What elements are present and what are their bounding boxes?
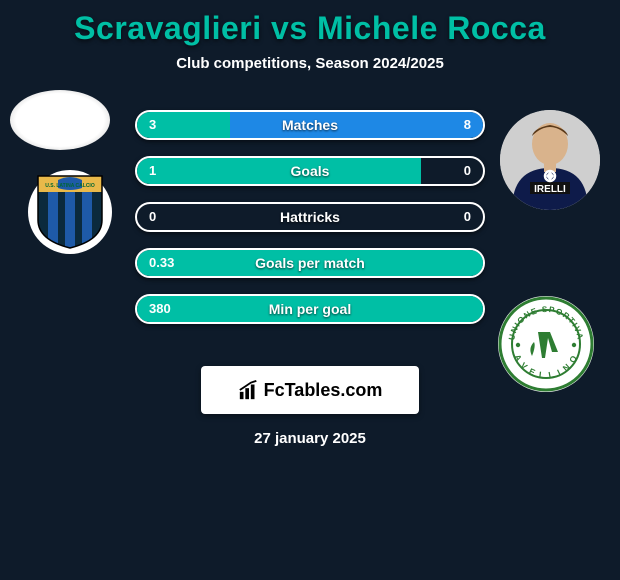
bar-label: Matches: [137, 112, 483, 138]
avellino-badge-icon: UNIONE SPORTIVA A V E L L I N O: [498, 296, 594, 392]
left-player-avatar: [10, 90, 110, 150]
credit-text: FcTables.com: [264, 380, 383, 401]
bar-label: Goals: [137, 158, 483, 184]
stat-bar-goals: 10Goals: [135, 156, 485, 186]
bar-label: Goals per match: [137, 250, 483, 276]
right-club-badge: UNIONE SPORTIVA A V E L L I N O: [498, 296, 594, 392]
stat-bar-min-per-goal: 380Min per goal: [135, 294, 485, 324]
credit-badge: FcTables.com: [201, 366, 419, 414]
stat-bar-hattricks: 00Hattricks: [135, 202, 485, 232]
page-title: Scravaglieri vs Michele Rocca: [0, 0, 620, 47]
right-player-avatar: IRELLI: [500, 110, 600, 210]
subtitle: Club competitions, Season 2024/2025: [0, 55, 620, 72]
comparison-region: U.S. LATINA CALCIO IRELLI UNIONE SPORTIV…: [0, 90, 620, 330]
bar-label: Hattricks: [137, 204, 483, 230]
stat-bar-matches: 38Matches: [135, 110, 485, 140]
svg-text:IRELLI: IRELLI: [534, 184, 566, 195]
svg-text:U.S. LATINA CALCIO: U.S. LATINA CALCIO: [45, 183, 95, 189]
latina-shield-icon: U.S. LATINA CALCIO: [36, 174, 104, 250]
stat-bar-goals-per-match: 0.33Goals per match: [135, 248, 485, 278]
bar-label: Min per goal: [137, 296, 483, 322]
chart-icon: [238, 379, 260, 401]
stat-bars: 38Matches 10Goals 00Hattricks 0.33Goals per…: [135, 110, 485, 324]
left-club-badge: U.S. LATINA CALCIO: [28, 170, 112, 254]
date-text: 27 january 2025: [0, 430, 620, 447]
